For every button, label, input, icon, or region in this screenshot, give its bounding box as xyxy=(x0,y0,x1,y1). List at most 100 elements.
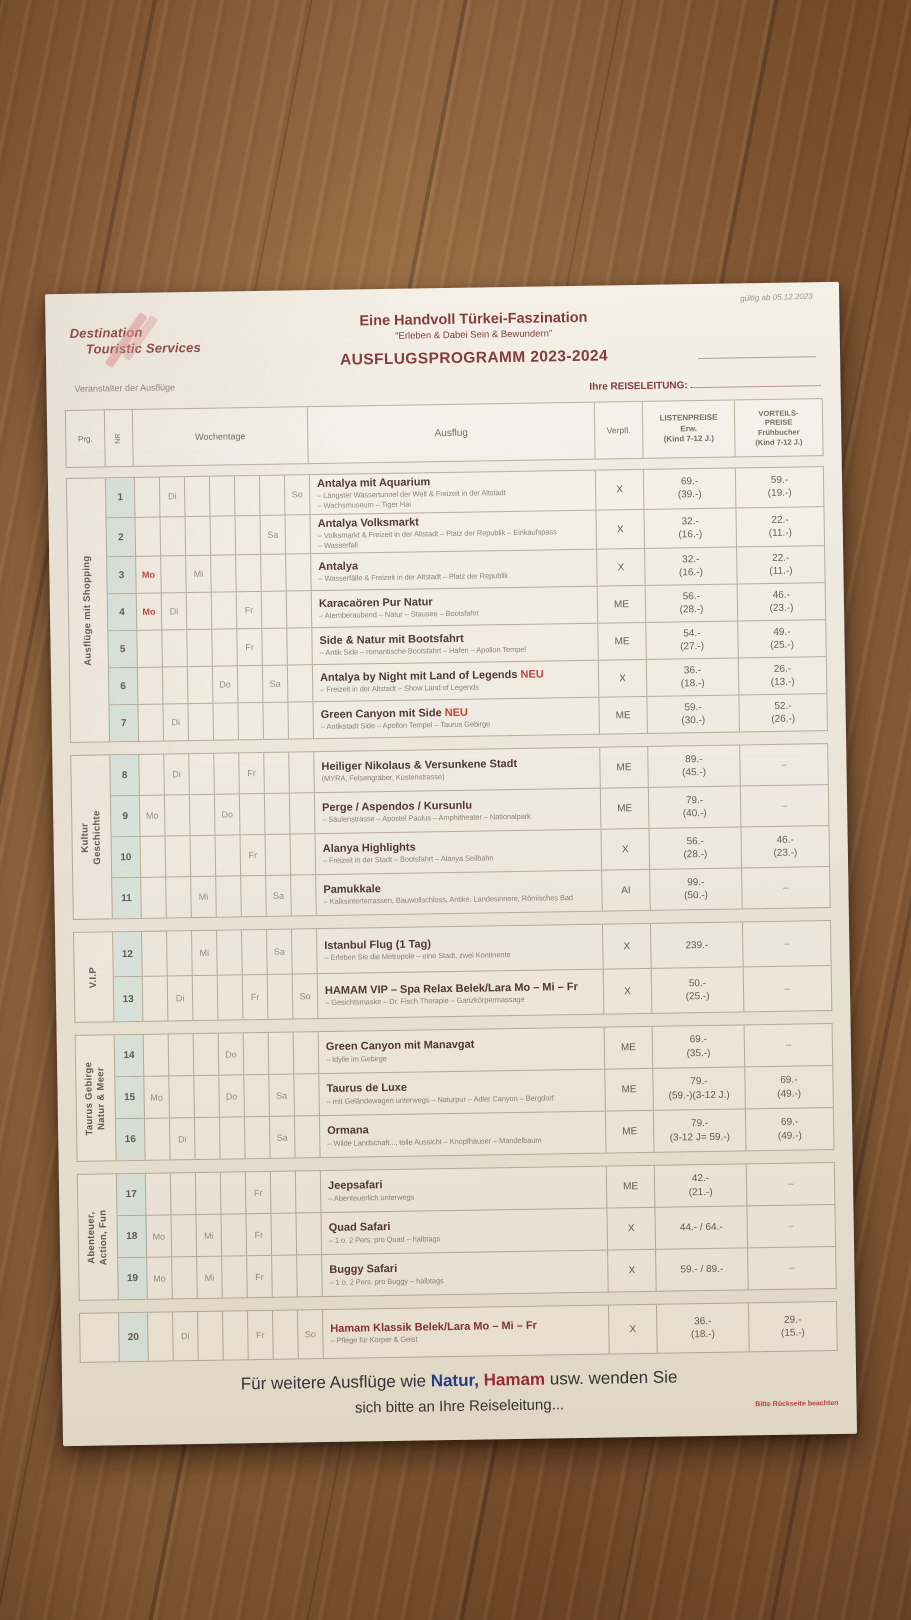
day-cell xyxy=(264,834,291,876)
day-cell xyxy=(185,593,212,630)
col-header-list-prices: LISTENPREISE Erw. (Kind 7-12 J.) xyxy=(641,400,735,458)
day-cell: Di xyxy=(160,593,187,630)
row-number: 12 xyxy=(113,932,142,977)
table-section: Ausflüge mit Shopping 1 Di So Antalya mit Aq… xyxy=(65,466,828,744)
day-cell xyxy=(141,931,167,977)
advantage-price: – xyxy=(742,966,832,1012)
day-cell: Di xyxy=(163,754,189,795)
back-side-note: Bitte Rückseite beachten xyxy=(755,1400,839,1409)
day-cell xyxy=(266,974,293,1020)
meal-code: X xyxy=(595,509,645,550)
day-cell: Sa xyxy=(259,515,286,555)
excursion-desc: – Säulenstrasse – Apostel Paulus – Amphi… xyxy=(322,811,531,825)
advantage-price: – xyxy=(741,921,831,967)
day-cell xyxy=(142,1034,169,1077)
row-number: 5 xyxy=(108,631,137,668)
list-price: 32.- (16.-) xyxy=(644,547,737,586)
advantage-price: 26.- (13.-) xyxy=(737,657,827,695)
day-cell: So xyxy=(283,475,310,515)
excursion-title: Green Canyon mit Manavgat xyxy=(325,1039,475,1054)
day-cell xyxy=(161,630,187,667)
excursion-cell: Alanya Highlights – Freizeit in der Stadt… xyxy=(314,830,602,875)
excursion-desc: – Abenteuerlich unterwegs xyxy=(328,1192,415,1203)
neu-badge: NEU xyxy=(517,668,544,681)
day-cell xyxy=(186,667,213,704)
day-cell xyxy=(209,516,236,556)
table-section: 20 Di Fr So Hamam Klassik Belek/Lara Mo – Mi… xyxy=(79,1301,838,1364)
day-cell xyxy=(235,555,261,592)
excursion-cell: Green Canyon mit Manavgat – Idylle im Geb… xyxy=(317,1027,605,1074)
day-cell xyxy=(133,477,160,517)
day-cell xyxy=(285,591,312,628)
meal-code: X xyxy=(602,969,652,1015)
day-cell: Sa xyxy=(266,929,292,975)
excursion-title: Pamukkale xyxy=(323,883,381,896)
day-cell xyxy=(164,836,191,877)
col-header-excursion: Ausflug xyxy=(306,402,595,464)
day-cell xyxy=(222,1311,248,1361)
advantage-price: – xyxy=(741,867,830,909)
meal-code: X xyxy=(606,1208,656,1250)
excursion-cell: Perge / Aspendos / Kursunlu – Säulenstras… xyxy=(313,789,601,834)
list-price: 56.- (28.-) xyxy=(644,584,738,623)
day-cell xyxy=(193,1076,219,1118)
day-cell xyxy=(293,1074,319,1116)
day-cell xyxy=(260,554,286,592)
day-cell xyxy=(290,875,316,916)
day-cell xyxy=(262,702,289,740)
excursion-desc: – Erleben Sie die Metropole – eine Stadt… xyxy=(324,950,511,963)
advantage-price: – xyxy=(739,744,828,786)
day-cell: Fr xyxy=(245,1214,272,1256)
day-cell xyxy=(194,1173,221,1215)
section-rows: 1 Di So Antalya mit Aquarium – Längster Wass… xyxy=(105,467,827,742)
meal-code: ME xyxy=(603,1027,653,1069)
day-cell: Mi xyxy=(196,1257,222,1299)
day-cell: Fr xyxy=(239,835,266,876)
day-cell xyxy=(237,703,264,740)
day-cell: Sa xyxy=(265,875,291,917)
day-cell xyxy=(171,1257,197,1299)
list-price: 44.- / 64.- xyxy=(654,1206,748,1250)
day-cell xyxy=(208,476,235,516)
list-price: 42.- (21.-) xyxy=(653,1164,747,1208)
day-cell xyxy=(214,835,241,877)
excursion-desc: (MYRA, Felsengräber, Küstenstrasse) xyxy=(321,772,445,784)
day-cell: Mo xyxy=(138,795,165,837)
tour-guide-dotted-line xyxy=(690,385,821,389)
day-cell: Mo xyxy=(135,593,162,631)
footer: Für weitere Ausflüge wie Natur, Hamam us… xyxy=(80,1365,839,1421)
list-price: 59.- (30.-) xyxy=(646,695,739,734)
list-price: 99.- (50.-) xyxy=(649,868,742,911)
day-cell xyxy=(288,752,314,793)
day-cell xyxy=(147,1312,173,1362)
day-cell xyxy=(136,630,162,668)
row-number: 3 xyxy=(107,557,136,594)
day-cell xyxy=(267,1032,294,1075)
day-cell xyxy=(220,1214,247,1257)
row-number: 20 xyxy=(119,1313,148,1362)
excursion-cell: Heiliger Nikolaus & Versunkene Stadt (MYR… xyxy=(313,748,600,793)
advantage-price: 29.- (15.-) xyxy=(747,1302,837,1352)
footer-hamam-word: Hamam xyxy=(483,1369,546,1390)
excursion-desc: – Pflege für Körper & Geist xyxy=(330,1334,418,1346)
day-cell xyxy=(295,1213,322,1255)
excursion-cell: Jeepsafari – Abenteuerlich unterwegs xyxy=(319,1166,607,1213)
day-cell xyxy=(188,754,214,795)
day-cell xyxy=(163,795,190,836)
day-cell xyxy=(263,752,289,794)
meal-code: X xyxy=(596,549,645,587)
advantage-price: 49.- (25.-) xyxy=(737,620,826,658)
day-cell xyxy=(271,1255,297,1298)
row-number: 19 xyxy=(118,1258,147,1300)
row-number: 1 xyxy=(105,477,135,518)
list-price: 69.- (35.-) xyxy=(651,1025,745,1069)
row-number: 2 xyxy=(106,517,136,557)
excursion-title: Jeepsafari xyxy=(327,1179,383,1193)
day-cell: Mi xyxy=(195,1215,222,1257)
row-number: 13 xyxy=(113,977,143,1022)
col-header-weekdays: Wochentage xyxy=(131,407,308,466)
excursion-cell: Quad Safari – 1 o. 2 Pers. pro Quad – hal… xyxy=(320,1208,608,1255)
day-cell xyxy=(292,1032,319,1074)
meal-code: X xyxy=(607,1250,656,1292)
advantage-price: – xyxy=(746,1205,836,1248)
